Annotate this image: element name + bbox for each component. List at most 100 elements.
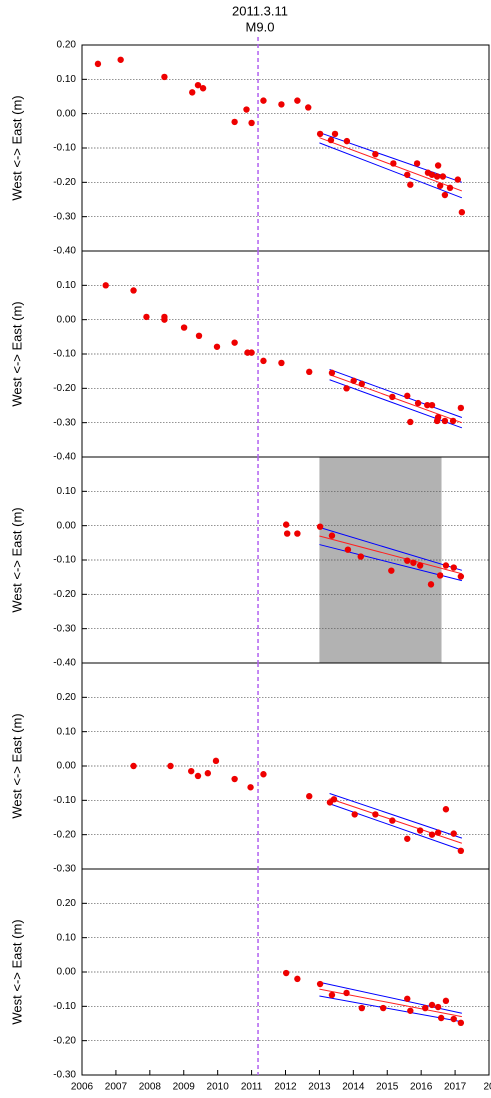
data-point	[130, 762, 137, 770]
data-point	[407, 418, 414, 426]
x-tick-label: 2010	[207, 1082, 230, 1093]
x-tick-label: 2011	[241, 1082, 263, 1093]
y-tick-label: 0.00	[57, 967, 77, 978]
data-point	[316, 523, 324, 530]
data-point	[357, 553, 364, 560]
data-point	[328, 532, 336, 539]
data-point	[316, 980, 324, 988]
y-tick-label: -0.30	[53, 1070, 76, 1081]
data-point	[161, 316, 168, 323]
trend-line	[319, 988, 462, 1018]
chart-subtitle: M9.0	[246, 19, 275, 34]
data-point	[231, 339, 238, 346]
data-point	[212, 757, 220, 765]
data-point	[416, 827, 424, 834]
data-point	[407, 1007, 414, 1014]
x-tick-label: 2013	[308, 1082, 331, 1093]
data-point	[358, 380, 366, 388]
data-point	[454, 176, 461, 183]
x-tick-label: 2014	[342, 1082, 365, 1093]
x-tick-label: 2008	[139, 1082, 162, 1093]
data-point	[434, 829, 442, 836]
data-point	[390, 160, 397, 167]
data-point	[260, 97, 267, 104]
data-point	[328, 369, 336, 377]
data-point	[407, 181, 414, 188]
data-point	[372, 150, 379, 158]
y-axis-label: West <-> East (m)	[9, 301, 24, 406]
y-tick-label: -0.40	[53, 452, 76, 463]
data-point	[306, 793, 313, 800]
data-point	[428, 1001, 436, 1009]
data-point	[260, 771, 267, 778]
data-point	[278, 101, 285, 108]
data-point	[260, 357, 267, 365]
data-point	[410, 559, 417, 566]
y-tick-label: 0.10	[57, 486, 77, 497]
data-point	[194, 81, 202, 89]
trend-line	[329, 803, 463, 851]
data-point	[434, 413, 442, 421]
data-point	[389, 393, 396, 401]
plot-frame	[81, 868, 490, 1076]
data-point	[446, 184, 454, 192]
data-point	[358, 1004, 366, 1012]
data-point	[450, 1015, 457, 1023]
x-tick-label: 2016	[410, 1082, 433, 1093]
data-point	[294, 975, 301, 983]
y-tick-label: -0.10	[53, 1001, 76, 1012]
data-point	[283, 530, 291, 537]
data-point	[439, 173, 447, 180]
data-point	[404, 392, 411, 400]
trend-line	[329, 374, 463, 424]
x-tick-label: 2017	[444, 1082, 467, 1093]
data-point	[350, 377, 357, 384]
data-point	[442, 997, 450, 1005]
data-point	[195, 332, 203, 340]
data-point	[231, 118, 238, 126]
data-point	[328, 991, 336, 999]
data-point	[188, 767, 195, 775]
data-point	[294, 97, 301, 104]
y-tick-label: -0.40	[53, 658, 76, 669]
data-point	[343, 385, 350, 392]
data-point	[199, 85, 207, 92]
data-point	[379, 1004, 387, 1012]
trend-line	[319, 142, 463, 199]
y-tick-label: 0.20	[57, 898, 77, 909]
y-tick-label: -0.30	[53, 864, 76, 875]
data-point	[247, 784, 254, 791]
data-point	[343, 137, 351, 145]
data-point	[458, 209, 466, 216]
data-point	[161, 73, 168, 81]
y-tick-label: -0.10	[53, 795, 76, 806]
y-tick-label: 0.20	[57, 40, 77, 51]
y-tick-label: 0.10	[57, 280, 77, 291]
data-point	[404, 557, 411, 564]
data-point	[305, 104, 312, 111]
data-point	[243, 106, 250, 113]
data-point	[434, 162, 442, 169]
data-point	[306, 368, 313, 376]
y-axis-label: West <-> East (m)	[9, 95, 24, 200]
data-point	[434, 1003, 442, 1011]
y-tick-label: -0.10	[53, 555, 76, 566]
y-axis-label: West <-> East (m)	[9, 507, 24, 612]
data-point	[449, 417, 457, 425]
y-tick-label: -0.20	[53, 1035, 76, 1046]
y-tick-label: 0.10	[57, 74, 77, 85]
data-point	[327, 136, 335, 144]
y-axis-label: West <-> East (m)	[9, 713, 24, 818]
data-point	[204, 770, 212, 777]
x-tick-label: 2012	[274, 1082, 297, 1093]
data-point	[316, 130, 324, 138]
x-tick-label: 2009	[173, 1082, 196, 1093]
y-tick-label: 0.10	[57, 726, 77, 737]
data-point	[331, 130, 339, 138]
data-point	[428, 171, 436, 178]
trend-line	[329, 798, 463, 844]
data-point	[427, 581, 435, 588]
data-point	[102, 282, 109, 289]
data-point	[213, 343, 221, 350]
